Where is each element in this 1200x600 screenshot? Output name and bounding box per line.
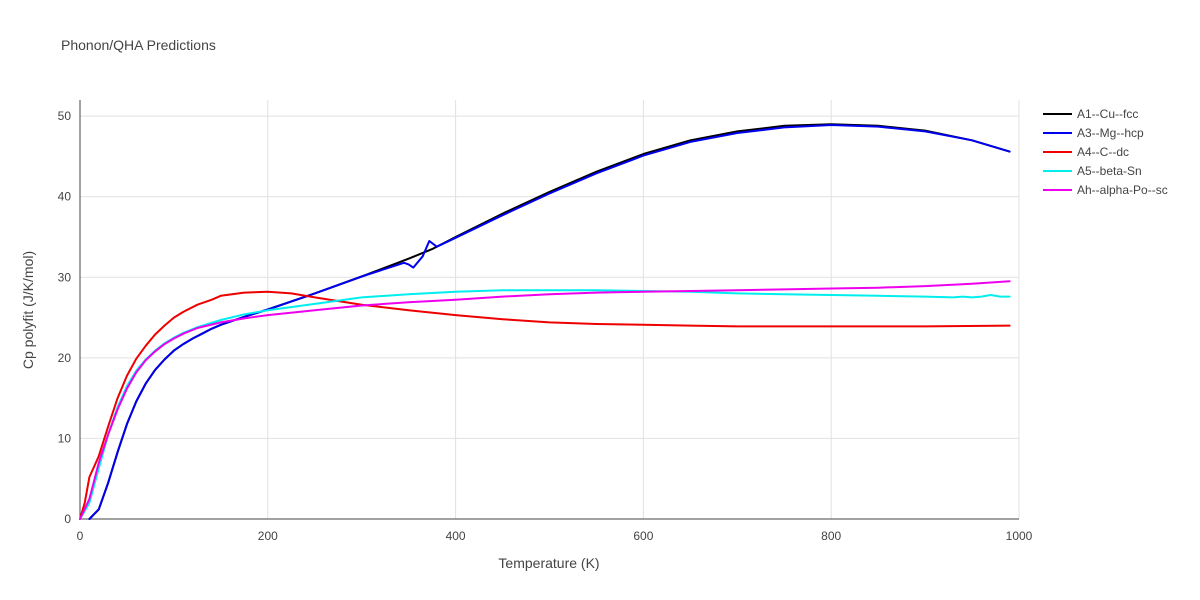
legend-label-a1-cu-fcc[interactable]: A1--Cu--fcc — [1077, 107, 1138, 121]
legend-label-a3-mg-hcp[interactable]: A3--Mg--hcp — [1077, 126, 1144, 140]
y-tick-label: 10 — [58, 431, 72, 445]
legend-label-a4-c-dc[interactable]: A4--C--dc — [1077, 145, 1129, 159]
legend-label-ah-alpha-po-sc[interactable]: Ah--alpha-Po--sc — [1077, 183, 1168, 197]
tick-labels: 0 200 400 600 800 1000 0 10 20 30 40 50 — [58, 109, 1033, 543]
y-axis-title: Cp polyfit (J/K/mol) — [20, 251, 36, 369]
series-line-a5-beta-sn — [79, 289, 1011, 520]
y-tick-label: 30 — [58, 270, 72, 284]
chart-title: Phonon/QHA Predictions — [61, 37, 216, 53]
axes — [79, 100, 1019, 520]
grid — [80, 100, 1020, 519]
x-tick-label: 600 — [633, 529, 653, 543]
y-tick-label: 50 — [58, 109, 72, 123]
legend-label-a5-beta-sn[interactable]: A5--beta-Sn — [1077, 164, 1142, 178]
plot-area — [79, 123, 1011, 520]
x-tick-label: 800 — [821, 529, 841, 543]
legend[interactable]: A1--Cu--fcc A3--Mg--hcp A4--C--dc A5--beta-… — [1043, 107, 1168, 197]
x-axis-title: Temperature (K) — [498, 555, 599, 571]
x-tick-label: 1000 — [1006, 529, 1033, 543]
series-line-a4-c-dc — [79, 290, 1011, 520]
y-tick-label: 40 — [58, 190, 72, 204]
y-tick-label: 20 — [58, 351, 72, 365]
series-line-ah-alpha-po-sc — [79, 280, 1011, 520]
y-tick-label: 0 — [64, 512, 71, 526]
x-tick-label: 400 — [446, 529, 466, 543]
x-tick-label: 200 — [258, 529, 278, 543]
x-tick-label: 0 — [77, 529, 84, 543]
series-line-a3-mg-hcp — [88, 124, 1011, 520]
